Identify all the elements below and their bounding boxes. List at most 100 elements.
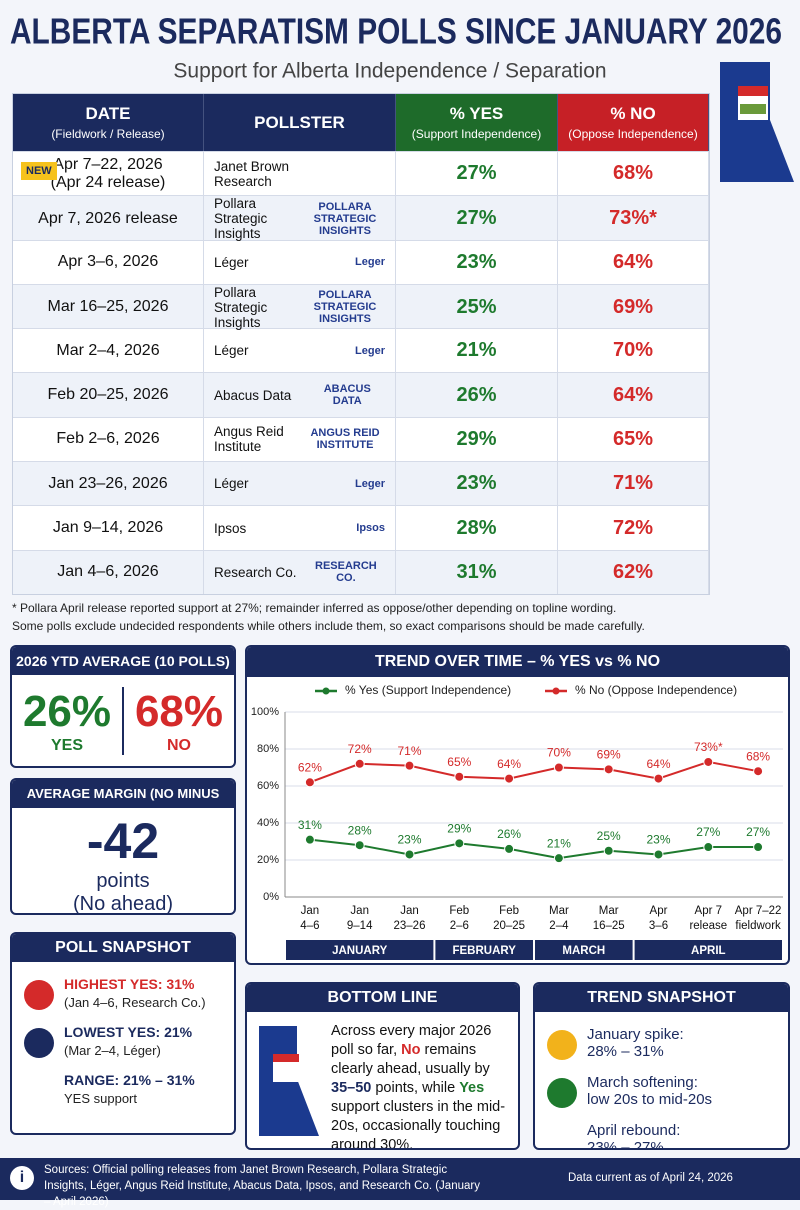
yes-cell: 31%: [396, 550, 558, 594]
month-label: APRIL: [691, 945, 726, 957]
x-tick-label: 20–25: [493, 920, 525, 932]
column-note: (Oppose Independence): [568, 127, 698, 141]
item-sub: 28% – 31%: [587, 1043, 664, 1060]
info-icon: i: [10, 1166, 34, 1190]
icon: [24, 1028, 54, 1058]
x-tick-label: 16–25: [593, 920, 625, 932]
pollster: Léger: [214, 476, 249, 492]
pollster-logo: Ipsos: [356, 522, 385, 535]
pollster-cell: Léger Leger: [204, 329, 396, 373]
chart-title: TREND OVER TIME – % YES vs % NO: [247, 647, 788, 677]
no-cell: 71%: [558, 462, 709, 506]
value-label: 23%: [397, 833, 421, 847]
text: Yes: [459, 1080, 485, 1096]
snapshot-item: HIGHEST YES: 31% (Jan 4–6, Research Co.): [24, 976, 234, 1010]
no-cell: 65%: [558, 417, 709, 462]
footnote: * Pollara April release reported support…: [12, 601, 617, 615]
value-label: 27%: [746, 825, 770, 839]
month-label: FEBRUARY: [452, 945, 516, 957]
snapshot-item: January spike: 28% – 31%: [547, 1026, 788, 1060]
text: points, while: [371, 1080, 460, 1096]
table-row: Mar 2–4, 2026 Léger Leger 21% 70%: [13, 328, 709, 373]
table-row: Apr 3–6, 2026 Léger Leger 23% 64%: [13, 239, 709, 284]
alberta-map: [720, 62, 794, 182]
no-value: 68%: [612, 162, 654, 185]
item-sub: YES support: [64, 1091, 137, 1106]
no-cell: 70%: [558, 329, 709, 373]
text: support clusters in the mid-20s, occasio…: [331, 1099, 506, 1150]
footer: i Sources: Official polling releases fro…: [0, 1158, 800, 1208]
box-title: BOTTOM LINE: [247, 984, 518, 1012]
pollster: Ipsos: [214, 520, 247, 536]
pollster: Janet Brown Research: [214, 158, 290, 189]
pollster-cell: Ipsos Ipsos: [204, 506, 396, 550]
x-tick-label: 3–6: [649, 920, 668, 932]
item-text: HIGHEST YES: 31% (Jan 4–6, Research Co.): [64, 976, 206, 1010]
table-row: Jan 23–26, 2026 Léger Leger 23% 71%: [13, 461, 709, 506]
no-value: 64%: [612, 250, 654, 273]
ytd-no-value: 68%: [134, 687, 224, 736]
y-tick-label: 40%: [257, 817, 279, 829]
yes-value: 27%: [456, 207, 497, 230]
x-tick-label: 9–14: [347, 920, 373, 932]
as-of: Data current as of April 24, 2026: [568, 1172, 733, 1184]
value-label: 27%: [696, 825, 720, 839]
date: Apr 3–6, 2026: [57, 253, 159, 271]
value-label: 70%: [547, 746, 571, 760]
x-tick-label: Feb: [499, 905, 519, 917]
margin-unit: points: [96, 870, 150, 892]
pollster-logo: Leger: [355, 344, 385, 357]
data-point: [753, 766, 764, 777]
value-label: 31%: [298, 818, 322, 832]
date-note: (Apr 24 release): [50, 173, 166, 191]
item-text: RANGE: 21% – 31% YES support: [64, 1072, 195, 1106]
yes-value: 31%: [456, 560, 497, 583]
text: remains clearly ahead, usually by: [331, 1042, 490, 1077]
x-tick-label: Jan: [301, 905, 320, 917]
pollster-cell: Angus Reid Institute ANGUS REID INSTITUTE: [204, 417, 396, 462]
pollster-logo: RESEARCH CO.: [315, 560, 377, 585]
pollster-logo: POLLARA STRATEGIC INSIGHTS: [313, 200, 377, 237]
yes-cell: 29%: [396, 417, 558, 462]
yes-cell: 21%: [396, 329, 558, 373]
month-bar: [435, 940, 533, 960]
pollster: Pollara Strategic Insights: [214, 196, 268, 242]
poll-table: DATE (Fieldwork / Release) POLLSTER % YES (S…: [12, 93, 710, 595]
date: Mar 2–4, 2026: [56, 341, 160, 359]
value-label: 21%: [547, 836, 571, 850]
x-tick-label: Apr: [650, 905, 668, 917]
pollster: Angus Reid Institute: [214, 424, 284, 455]
ytd-values: 26% YES 68% NO: [12, 675, 234, 766]
icon: [547, 1126, 577, 1148]
pollster-cell: Léger Leger: [204, 240, 396, 284]
item-text: LOWEST YES: 21% (Mar 2–4, Léger): [64, 1024, 192, 1058]
value-label: 26%: [497, 827, 521, 841]
table-header: DATE (Fieldwork / Release) POLLSTER % YES (S…: [13, 94, 709, 151]
table-row: Jan 4–6, 2026 Research Co. RESEARCH CO. 31%…: [13, 549, 709, 594]
no-value: 65%: [612, 427, 654, 450]
no-value: 69%: [612, 295, 654, 318]
date: Mar 16–25, 2026: [47, 298, 169, 316]
data-point: [304, 777, 315, 788]
y-tick-label: 20%: [257, 854, 279, 866]
pollster: Research Co.: [214, 564, 297, 580]
data-point: [354, 758, 365, 769]
no-value: 73%*: [609, 207, 657, 230]
column-header: POLLSTER: [204, 94, 396, 151]
icon: [547, 1030, 577, 1060]
data-point: [404, 760, 415, 771]
yes-cell: 23%: [396, 462, 558, 506]
yes-value: 23%: [456, 250, 497, 273]
date: Feb 20–25, 2026: [47, 386, 169, 404]
date: Feb 2–6, 2026: [56, 430, 160, 448]
pollster-cell: Abacus Data ABACUS DATA: [204, 373, 396, 417]
date: Jan 23–26, 2026: [48, 474, 168, 492]
item-head: RANGE: 21% – 31%: [64, 1072, 195, 1088]
new-badge: NEW: [21, 162, 57, 180]
no-value: 71%: [612, 472, 654, 495]
month-bar: [286, 940, 434, 960]
margin-note: (No ahead): [72, 893, 174, 915]
date-cell: NEW Apr 7–22, 2026 (Apr 24 release): [13, 152, 204, 196]
no-cell: 64%: [558, 240, 709, 284]
